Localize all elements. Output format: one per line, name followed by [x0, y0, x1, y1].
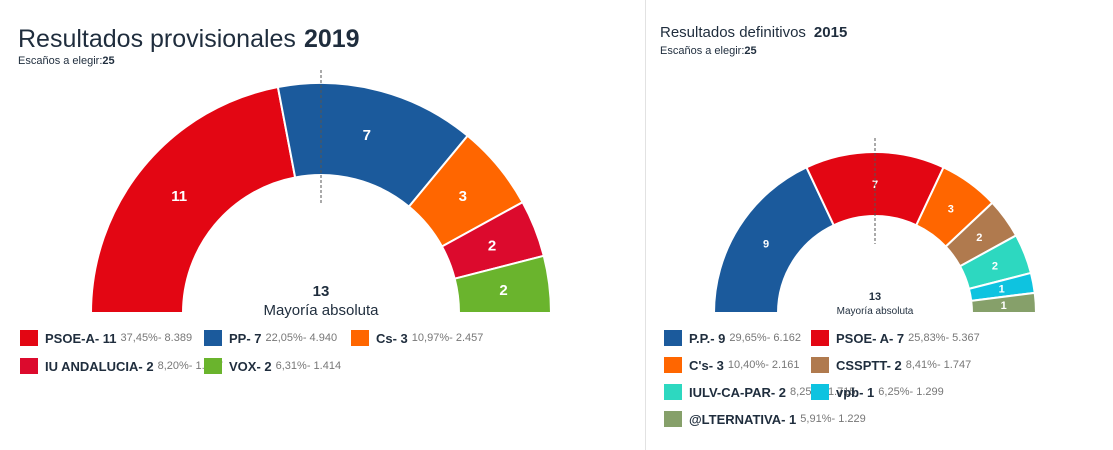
legend-party-seats: VOX- 2	[229, 358, 272, 374]
legend-percent-votes: 25,83%- 5.367	[908, 332, 980, 344]
chart-title-text: Resultados provisionales	[18, 25, 296, 53]
seat-segment-psoe-a	[89, 85, 297, 314]
legend-party-seats: C's- 3	[689, 357, 724, 373]
seat-count-label: 2	[499, 282, 507, 299]
chart-year: 2019	[303, 25, 360, 53]
legend-party-seats: PP- 7	[229, 330, 262, 346]
legend-party-seats: @LTERNATIVA- 1	[689, 411, 797, 427]
legend-party-seats: PSOE- A- 7	[836, 330, 905, 346]
seat-count-label: 2	[992, 260, 998, 272]
legend-swatch	[811, 384, 829, 400]
legend-party-seats: IULV-CA-PAR- 2	[689, 384, 787, 400]
legend-percent-votes: 22,05%- 4.940	[265, 332, 338, 344]
seat-count-label: 3	[459, 188, 467, 205]
legend-item-vpb: vpb- 1 6,25%- 1.299	[811, 383, 944, 401]
legend-swatch	[811, 330, 829, 346]
legend-item-vox: VOX- 2 6,31%- 1.414	[204, 357, 341, 375]
seat-count-label: 3	[948, 203, 954, 215]
chart-title-text: Resultados definitivos	[660, 24, 806, 41]
legend-party-seats: CSSPTT- 2	[836, 357, 902, 373]
legend-percent-votes: 6,25%- 1.299	[878, 386, 944, 398]
chart-title: Resultados provisionales 2019	[18, 25, 360, 54]
seats-label: Escaños a elegir:	[660, 45, 745, 57]
chart-year: 2015	[813, 24, 848, 41]
seat-count-label: 2	[976, 232, 982, 244]
legend-party-seats: PSOE-A- 11	[45, 330, 117, 346]
legend-party-seats: IU ANDALUCIA- 2	[45, 358, 154, 374]
legend-party-seats: Cs- 3	[376, 330, 408, 346]
legend-item-lternativa: @LTERNATIVA- 1 5,91%- 1.229	[664, 410, 866, 428]
parliament-chart-2015: 973221113Mayoría absoluta	[712, 138, 1038, 317]
chart-title: Resultados definitivos 2015	[660, 24, 847, 41]
legend-swatch	[204, 358, 222, 374]
seat-count-label: 7	[363, 127, 371, 144]
seats-total: 25	[744, 45, 757, 57]
legend-swatch	[20, 330, 38, 346]
legend-item-psoe-a: PSOE- A- 7 25,83%- 5.367	[811, 329, 980, 347]
majority-label: Mayoría absoluta	[837, 306, 914, 317]
parliament-chart-2019: 11 7 3 2 2 13 Mayoría absoluta	[89, 70, 553, 319]
majority-value: 13	[313, 283, 330, 300]
legend-item-iu-andalucia: IU ANDALUCIA- 2 8,20%- 1.837	[20, 357, 223, 375]
seats-to-elect: Escaños a elegir:25	[660, 45, 757, 57]
legend-swatch	[664, 411, 682, 427]
legend-percent-votes: 6,31%- 1.414	[275, 360, 342, 372]
majority-value: 13	[869, 291, 881, 303]
legend-item-p-p: P.P.- 9 29,65%- 6.162	[664, 329, 801, 347]
chart-panel-2015: Resultados definitivos 2015 Escaños a ele…	[645, 0, 1113, 450]
legend-item-c-s: C's- 3 10,40%- 2.161	[664, 356, 799, 374]
seat-count-label: 1	[1001, 300, 1007, 312]
chart-panel-2019: Resultados provisionales 2019 Escaños a e…	[18, 25, 553, 375]
seats-to-elect: Escaños a elegir:25	[18, 55, 115, 67]
legend-swatch	[351, 330, 369, 346]
legend-percent-votes: 10,40%- 2.161	[727, 359, 800, 371]
majority-label: Mayoría absoluta	[263, 302, 379, 319]
seat-count-label: 1	[999, 284, 1005, 296]
legend-swatch	[664, 330, 682, 346]
legend-percent-votes: 29,65%- 6.162	[729, 332, 801, 344]
legend-item-pp: PP- 7 22,05%- 4.940	[204, 329, 337, 347]
legend-swatch	[20, 358, 38, 374]
legend-item-cs: Cs- 3 10,97%- 2.457	[351, 329, 483, 347]
legend-percent-votes: 5,91%- 1.229	[800, 413, 866, 425]
seat-segment-lternativa	[970, 291, 1038, 314]
legend-swatch	[204, 330, 222, 346]
legend-swatch	[664, 357, 682, 373]
legend-swatch	[664, 384, 682, 400]
seats-total: 25	[102, 55, 115, 67]
seat-count-label: 2	[488, 238, 496, 255]
legend-swatch	[811, 357, 829, 373]
legend-percent-votes: 37,45%- 8.389	[120, 332, 193, 344]
seats-label: Escaños a elegir:	[18, 55, 103, 67]
seat-count-label: 9	[763, 239, 769, 251]
legend-party-seats: P.P.- 9	[689, 330, 726, 346]
legend-item-iulv-ca-par: IULV-CA-PAR- 2 8,25%- 1.715	[664, 383, 855, 401]
legend-item-psoe-a: PSOE-A- 11 37,45%- 8.389	[20, 329, 192, 347]
seat-count-label: 11	[171, 188, 187, 205]
legend-party-seats: vpb- 1	[836, 384, 875, 400]
legend-percent-votes: 8,41%- 1.747	[905, 359, 972, 371]
seat-segment-vox	[453, 254, 553, 314]
legend-percent-votes: 10,97%- 2.457	[411, 332, 484, 344]
legend-item-cssptt: CSSPTT- 2 8,41%- 1.747	[811, 356, 971, 374]
